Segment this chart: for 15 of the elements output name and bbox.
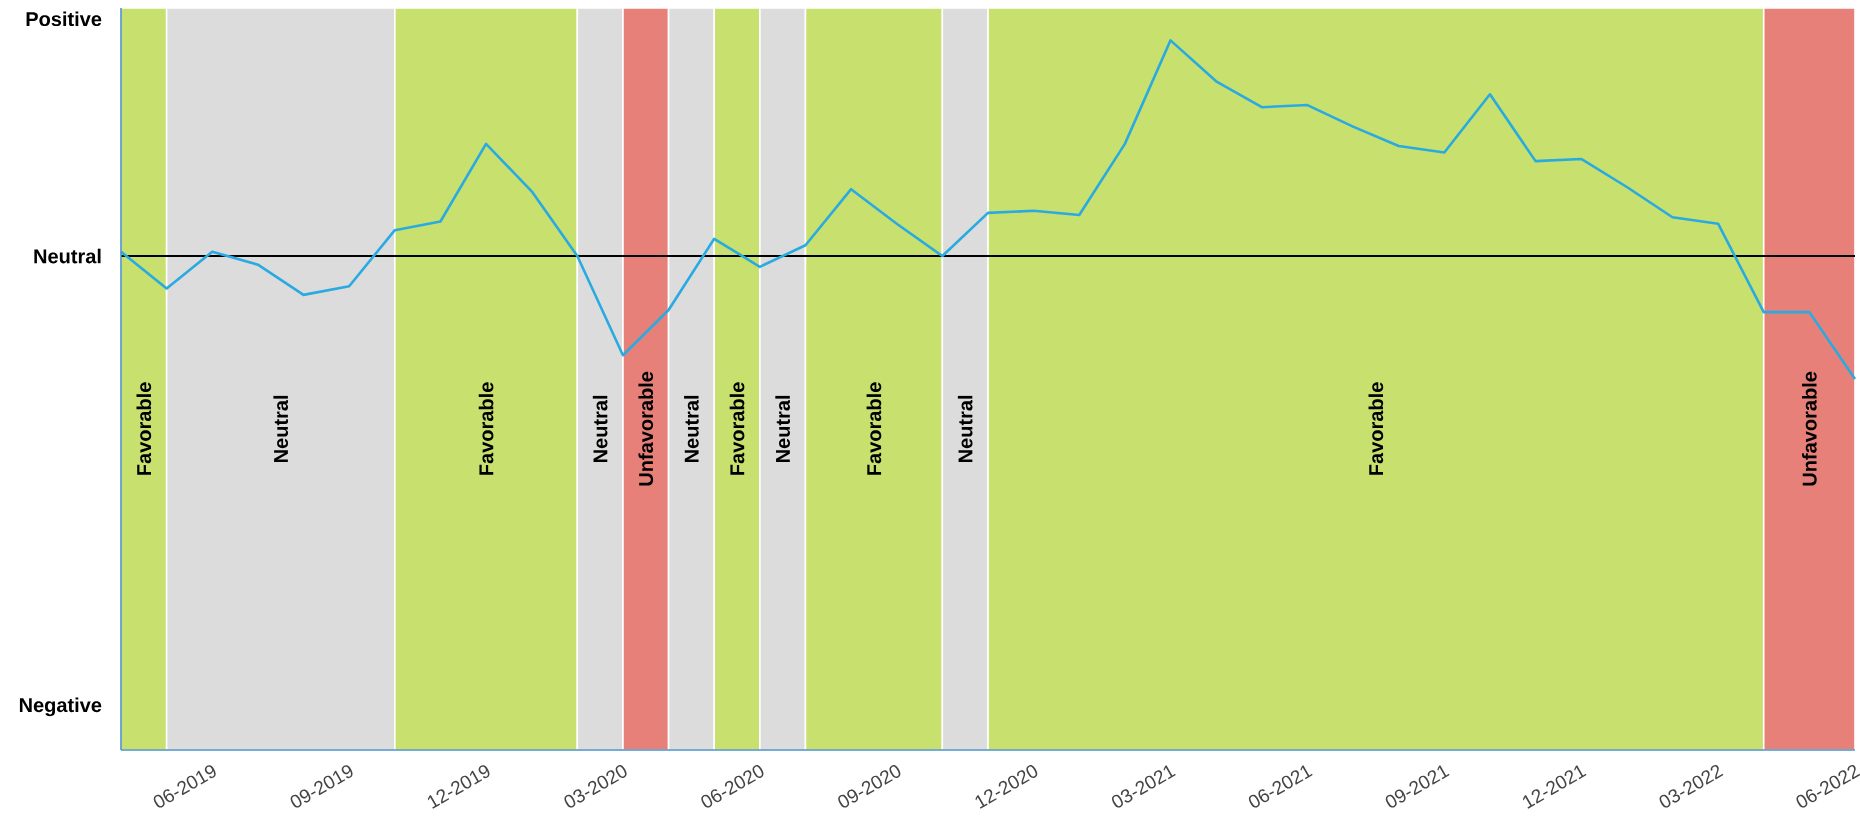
band-label: Favorable — [136, 382, 152, 475]
text: Neutral — [34, 248, 101, 264]
band-label: Favorable — [1368, 382, 1384, 475]
band-label: Neutral — [592, 395, 608, 463]
band-label: Favorable — [729, 382, 745, 475]
text: Negative — [19, 697, 102, 717]
band-label: Favorable — [478, 382, 494, 475]
band-label: Neutral — [273, 395, 289, 463]
band-label: Unfavorable — [1802, 371, 1817, 486]
band-label: Neutral — [684, 395, 699, 463]
band-label: Neutral — [775, 395, 790, 463]
band-label: Favorable — [866, 382, 882, 475]
band-label: Unfavorable — [638, 371, 654, 486]
text: Positive — [26, 11, 102, 27]
band-label: Neutral — [957, 395, 973, 463]
